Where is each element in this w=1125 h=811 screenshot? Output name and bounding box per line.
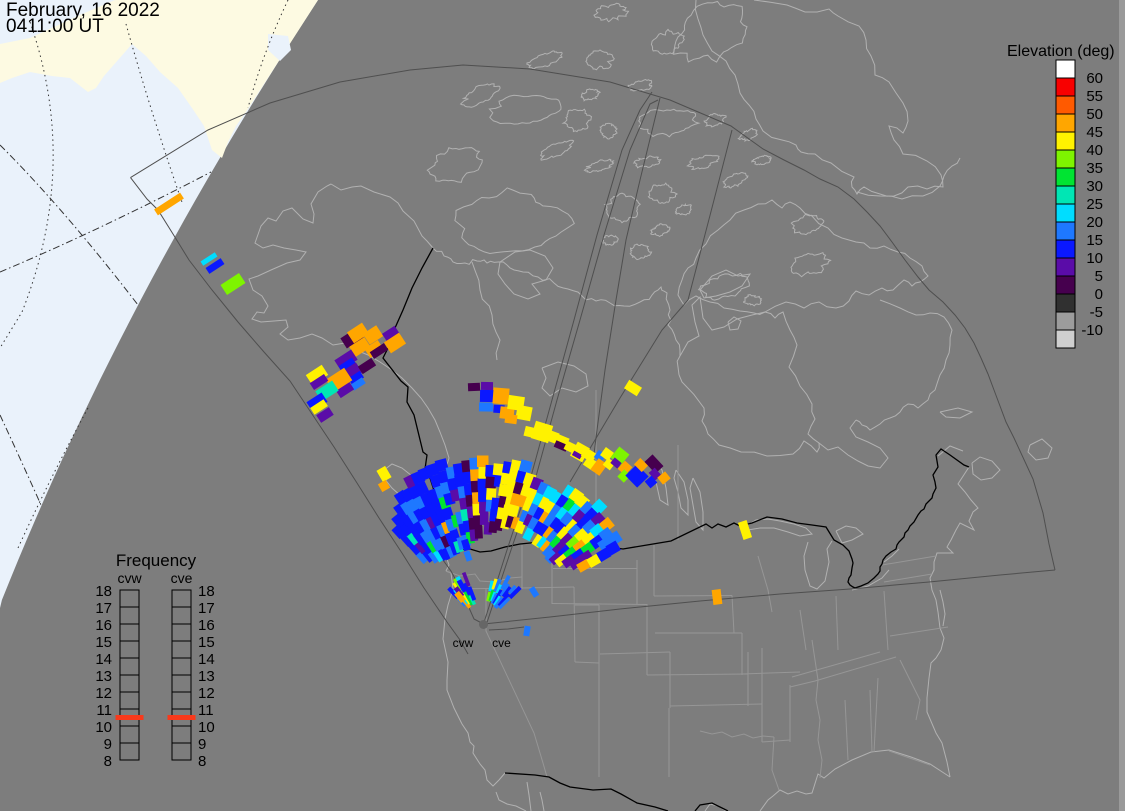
svg-text:cve: cve	[492, 636, 511, 650]
svg-text:60: 60	[1086, 70, 1103, 87]
svg-text:30: 30	[1086, 178, 1103, 195]
svg-text:5: 5	[1095, 268, 1103, 285]
svg-text:18: 18	[95, 583, 112, 600]
svg-text:February, 16 2022: February, 16 2022	[6, 0, 160, 21]
svg-text:17: 17	[198, 600, 215, 617]
svg-text:8: 8	[104, 753, 112, 770]
svg-text:14: 14	[95, 651, 112, 668]
svg-text:20: 20	[1086, 214, 1103, 231]
svg-text:11: 11	[96, 702, 112, 719]
svg-text:-5: -5	[1090, 304, 1103, 321]
svg-text:14: 14	[198, 651, 215, 668]
svg-text:55: 55	[1086, 88, 1103, 105]
svg-text:10: 10	[198, 719, 215, 736]
svg-text:10: 10	[95, 719, 112, 736]
svg-text:12: 12	[198, 685, 215, 702]
svg-text:0411:00 UT: 0411:00 UT	[6, 16, 104, 37]
svg-text:9: 9	[198, 736, 206, 753]
svg-text:16: 16	[95, 617, 112, 634]
svg-text:18: 18	[198, 583, 215, 600]
svg-text:cve: cve	[171, 570, 193, 586]
svg-text:15: 15	[198, 634, 215, 651]
svg-text:45: 45	[1086, 124, 1103, 141]
svg-text:10: 10	[1086, 250, 1103, 267]
svg-text:35: 35	[1086, 160, 1103, 177]
svg-text:11: 11	[198, 702, 214, 719]
svg-text:25: 25	[1086, 196, 1103, 213]
svg-text:17: 17	[95, 600, 112, 617]
svg-text:-10: -10	[1081, 322, 1103, 339]
svg-text:0: 0	[1095, 286, 1103, 303]
svg-text:Frequency: Frequency	[116, 551, 197, 570]
svg-text:13: 13	[198, 668, 215, 685]
svg-text:13: 13	[95, 668, 112, 685]
svg-text:16: 16	[198, 617, 215, 634]
svg-text:9: 9	[104, 736, 112, 753]
svg-text:Elevation (deg): Elevation (deg)	[1007, 43, 1115, 60]
svg-text:cvw: cvw	[117, 570, 142, 586]
svg-text:12: 12	[95, 685, 112, 702]
svg-text:40: 40	[1086, 142, 1103, 159]
svg-text:50: 50	[1086, 106, 1103, 123]
svg-text:8: 8	[198, 753, 206, 770]
svg-text:15: 15	[95, 634, 112, 651]
svg-text:cvw: cvw	[453, 636, 474, 650]
svg-text:15: 15	[1086, 232, 1103, 249]
